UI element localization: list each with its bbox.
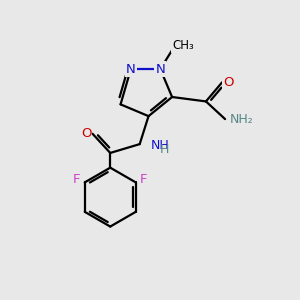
Text: N: N — [155, 62, 165, 76]
Text: H: H — [160, 143, 169, 156]
Text: N: N — [126, 62, 136, 76]
Text: NH: NH — [151, 139, 170, 152]
Text: CH₃: CH₃ — [172, 39, 194, 52]
Text: NH₂: NH₂ — [230, 112, 253, 126]
Text: O: O — [224, 76, 234, 89]
Text: F: F — [140, 173, 148, 186]
Text: F: F — [73, 173, 80, 186]
Text: O: O — [81, 127, 92, 140]
